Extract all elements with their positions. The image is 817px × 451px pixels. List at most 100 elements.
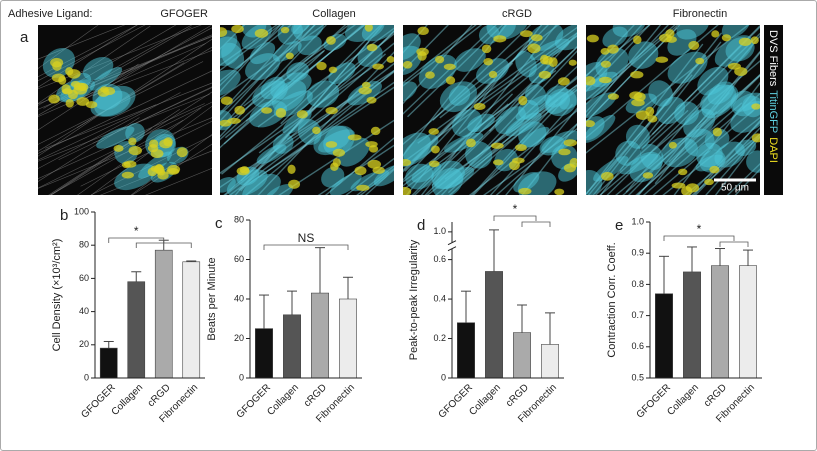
- fiber: [220, 63, 377, 174]
- fiber: [58, 86, 212, 160]
- y-tick-label: 60: [79, 273, 89, 283]
- nucleus: [518, 187, 532, 195]
- cell: [696, 142, 723, 168]
- y-tick-label: 0.2: [433, 333, 446, 343]
- cell: [444, 132, 484, 153]
- cell: [272, 133, 294, 154]
- fiber: [38, 62, 185, 152]
- nucleus: [149, 139, 159, 149]
- panel-letter: d: [417, 217, 425, 234]
- nucleus: [445, 76, 456, 85]
- nucleus: [220, 27, 228, 37]
- micrograph: [220, 25, 394, 195]
- cell: [89, 66, 123, 91]
- cell: [465, 141, 493, 169]
- nucleus: [483, 58, 493, 66]
- cell: [586, 92, 617, 119]
- cell: [242, 173, 281, 195]
- bar: [99, 347, 118, 379]
- y-axis-label: Peak-to-peak Irregularity: [408, 239, 420, 360]
- fiber: [705, 133, 760, 195]
- nucleus: [586, 34, 599, 43]
- nucleus: [538, 70, 552, 79]
- nucleus: [366, 96, 377, 104]
- nucleus: [677, 168, 688, 176]
- x-tick-label: GFOGER: [79, 382, 117, 420]
- nucleus: [431, 145, 440, 154]
- cell: [96, 126, 135, 149]
- nucleus: [76, 97, 90, 106]
- nucleus: [530, 34, 543, 42]
- nucleus: [635, 110, 650, 120]
- x-tick-label: Collagen: [265, 382, 301, 418]
- significance-label: *: [513, 202, 518, 216]
- fiber: [594, 109, 689, 195]
- fiber: [220, 25, 285, 87]
- heading: Adhesive Ligand:: [8, 8, 92, 20]
- fiber: [220, 25, 325, 100]
- fiber: [145, 167, 212, 195]
- cell: [530, 38, 570, 61]
- cell: [735, 139, 757, 156]
- nucleus: [328, 66, 338, 74]
- fiber: [220, 25, 282, 93]
- nucleus: [153, 164, 165, 174]
- fiber: [45, 82, 212, 149]
- panel-letter: a: [20, 29, 29, 46]
- nucleus: [711, 30, 720, 38]
- y-tick-label: 20: [79, 339, 89, 349]
- cell: [271, 80, 307, 112]
- nucleus: [231, 25, 244, 34]
- nucleus: [358, 86, 372, 95]
- cell: [405, 163, 434, 190]
- nucleus: [261, 107, 273, 114]
- significance-bracket: [493, 215, 537, 221]
- cell: [313, 125, 351, 156]
- nucleus: [403, 61, 413, 69]
- cell: [220, 69, 241, 98]
- cell: [544, 91, 571, 115]
- y-tick-label: 0.9: [631, 248, 644, 258]
- nucleus: [685, 183, 700, 193]
- nucleus: [473, 102, 486, 111]
- cell: [263, 183, 294, 195]
- bar: [255, 328, 273, 379]
- y-tick-label: 1.0: [433, 226, 446, 236]
- nucleus: [709, 165, 720, 174]
- nucleus: [425, 71, 435, 79]
- y-tick-label: 0: [239, 372, 244, 382]
- nucleus: [234, 105, 246, 115]
- axis-break: [447, 240, 457, 246]
- x-tick-label: GFOGER: [437, 382, 475, 420]
- cell: [454, 48, 486, 72]
- y-tick-label: 80: [234, 214, 244, 224]
- nucleus: [176, 147, 188, 158]
- x-tick-label: GFOGER: [235, 382, 273, 420]
- bar: [485, 271, 503, 379]
- bar: [683, 271, 701, 379]
- cell: [586, 169, 603, 195]
- nucleus: [325, 141, 338, 148]
- y-axis-label: Beats per Minute: [206, 257, 218, 340]
- fiber: [131, 143, 212, 195]
- nucleus: [128, 137, 137, 146]
- nucleus: [65, 98, 74, 108]
- nucleus: [568, 59, 577, 66]
- fiber: [38, 25, 146, 82]
- bar: [711, 265, 729, 379]
- legend-strip: [764, 25, 783, 195]
- nucleus: [734, 67, 748, 76]
- bar: [182, 261, 201, 379]
- cell: [220, 177, 236, 193]
- fiber: [734, 168, 760, 195]
- nucleus: [113, 145, 124, 152]
- y-tick-label: 100: [74, 206, 89, 216]
- bar: [655, 293, 673, 379]
- cell: [656, 96, 686, 125]
- fiber: [317, 144, 394, 195]
- cell: [277, 25, 303, 45]
- fiber: [238, 86, 394, 191]
- cell: [628, 41, 659, 69]
- nucleus: [527, 43, 541, 54]
- nucleus: [647, 115, 658, 123]
